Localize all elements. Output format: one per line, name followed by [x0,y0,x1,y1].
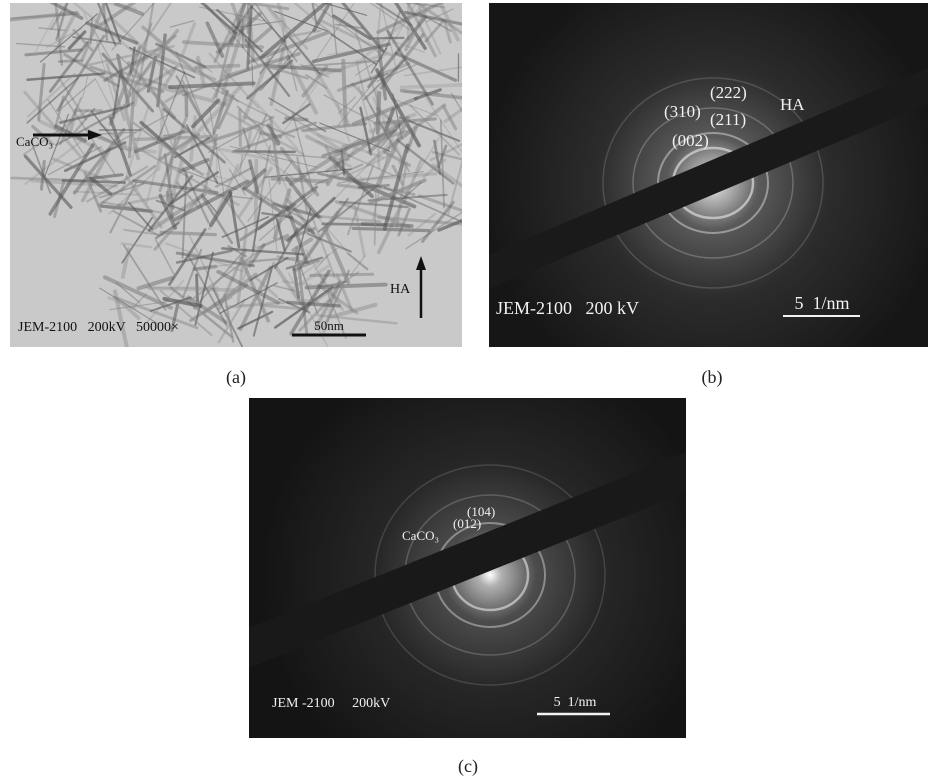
scale-label: 50nm [314,318,344,333]
label: (002) [672,131,709,150]
instrument-label: JEM-2100 200kV 50000× [18,320,179,335]
fiber [161,232,215,234]
panel-b: (222) (310) (211) (002) HA JEM-2100 200 … [489,3,928,388]
fiber [363,224,412,226]
fiber [150,288,234,290]
label: (310) [664,102,701,121]
label: HA [780,95,805,114]
caption: (c) [458,756,478,777]
scale-label: 5 1/nm [794,293,849,313]
panel-a: CaCO₃ HA JEM-2100 200kV 50000× 50nm (a) [9,0,501,388]
instrument-label: JEM -2100 200kV [272,696,390,711]
fiber [286,118,307,119]
label: (012) [453,516,481,531]
figure: CaCO₃ HA JEM-2100 200kV 50000× 50nm (a) … [0,0,934,780]
label: (222) [710,83,747,102]
panel-c: (104) (012) CaCO₃ JEM -2100 200kV 5 1/nm… [249,398,686,777]
fiber [59,60,82,61]
label: (211) [710,110,746,129]
label: HA [390,282,411,297]
scale-label: 5 1/nm [554,695,597,710]
instrument-label: JEM-2100 200 kV [496,298,639,318]
label: CaCO₃ [16,134,53,149]
caption: (b) [702,367,723,388]
fiber [194,267,215,270]
caption: (a) [226,367,246,388]
fiber [343,61,345,124]
label: CaCO₃ [402,528,439,543]
